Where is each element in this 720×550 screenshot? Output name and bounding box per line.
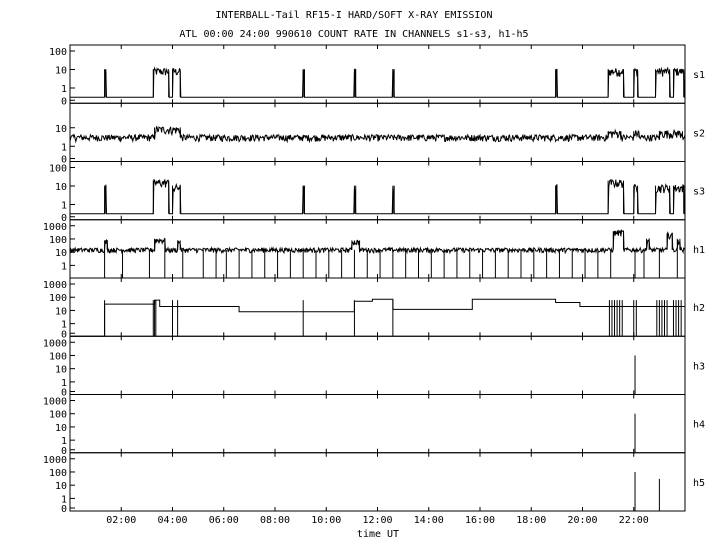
panel-frame-h5 <box>69 452 686 512</box>
panel-label-h5: h5 <box>693 478 705 489</box>
y-tick-label-h1: 1 <box>61 261 67 272</box>
y-tick-label-h5: 1 <box>61 494 67 505</box>
y-tick-label-s1: 10 <box>55 66 67 77</box>
panel-h1: 1000 100 10 1 h1 <box>43 219 705 279</box>
x-tick-label: 10:00 <box>311 515 341 526</box>
panel-h5: 1000 100 10 10 h5 <box>43 452 705 515</box>
x-tick-label: 02:00 <box>106 515 136 526</box>
y-tick-label-h4: 0 <box>61 446 67 457</box>
y-tick-label-h2: 0 <box>61 329 67 340</box>
y-tick-label-h3: 10 <box>55 365 67 376</box>
x-tick-label: 08:00 <box>260 515 290 526</box>
y-tick-label-s2: 10 <box>55 124 67 135</box>
panel-label-s3: s3 <box>693 187 705 198</box>
x-axis: 02:00 04:00 06:00 08:00 10:00 12:00 14:00 16:00… <box>106 515 649 526</box>
panel-frame-s2 <box>69 102 686 162</box>
x-axis-label: time UT <box>357 529 399 540</box>
y-tick-label-s3: 100 <box>49 164 67 175</box>
panels-group: 1001010s11010s21001010s31000100101h11000… <box>43 44 705 515</box>
series-line-h2 <box>70 298 685 337</box>
y-tick-label-s3: 1 <box>61 201 67 212</box>
y-tick-label-h3: 100 <box>49 351 67 362</box>
x-tick-label: 12:00 <box>362 515 392 526</box>
panel-frame-h3 <box>69 335 686 395</box>
y-tick-label-h4: 100 <box>49 410 67 421</box>
y-tick-label-h4: 1 <box>61 436 67 447</box>
panel-frame-s3 <box>69 161 686 221</box>
y-tick-label-h3: 0 <box>61 388 67 399</box>
panel-label-h4: h4 <box>693 420 705 431</box>
x-tick-label: 18:00 <box>516 515 546 526</box>
series-line-s1 <box>70 66 685 98</box>
x-tick-label: 06:00 <box>209 515 239 526</box>
y-tick-label-h2: 1000 <box>43 280 67 291</box>
y-tick-label-h4: 1000 <box>43 397 67 408</box>
panel-frame-h4 <box>69 394 686 454</box>
y-tick-label-h5: 1000 <box>43 455 67 466</box>
series-line-h1 <box>69 229 686 255</box>
y-tick-label-h3: 1 <box>61 378 67 389</box>
y-tick-label-s1: 0 <box>61 96 67 107</box>
panel-frame-h1 <box>69 219 686 279</box>
y-tick-label-h3: 1000 <box>43 338 67 349</box>
panel-label-s1: s1 <box>693 70 705 81</box>
panel-s1: 100 10 10 s1 <box>49 44 705 107</box>
y-tick-label-h4: 10 <box>55 423 67 434</box>
panel-h3: 1000 100 10 10 h3 <box>43 335 705 399</box>
y-tick-label-h1: 100 <box>49 235 67 246</box>
y-tick-label-s3: 10 <box>55 182 67 193</box>
panel-h4: 1000 100 10 10 h4 <box>43 394 705 457</box>
x-tick-label: 20:00 <box>567 515 597 526</box>
chart-title: INTERBALL-Tail RF15-I HARD/SOFT X-RAY EM… <box>216 10 493 21</box>
y-tick-label-h2: 1 <box>61 320 67 331</box>
y-tick-label-h5: 0 <box>61 504 67 515</box>
y-tick-label-h5: 10 <box>55 481 67 492</box>
x-tick-label: 22:00 <box>619 515 649 526</box>
y-tick-label-h1: 10 <box>55 248 67 259</box>
y-tick-label-s1: 1 <box>61 84 67 95</box>
panel-label-h1: h1 <box>693 245 705 256</box>
series-line-s3 <box>70 178 685 215</box>
panel-s3: 100 10 10 s3 <box>49 161 705 224</box>
chart-subtitle: ATL 00:00 24:00 990610 COUNT RATE IN CHA… <box>179 29 528 40</box>
y-tick-label-s1: 100 <box>49 47 67 58</box>
y-tick-label-h2: 100 <box>49 293 67 304</box>
panel-label-h3: h3 <box>693 361 705 372</box>
y-tick-label-s2: 1 <box>61 142 67 153</box>
x-tick-label: 14:00 <box>414 515 444 526</box>
x-tick-label: 16:00 <box>465 515 495 526</box>
y-tick-label-s3: 0 <box>61 213 67 224</box>
panel-label-h2: h2 <box>693 303 705 314</box>
y-tick-label-h1: 1000 <box>43 222 67 233</box>
y-tick-label-h2: 10 <box>55 306 67 317</box>
x-tick-label: 04:00 <box>157 515 187 526</box>
panel-label-s2: s2 <box>693 128 705 139</box>
panel-h2: 1000 100 10 10 h2 <box>43 277 705 340</box>
y-tick-label-h5: 100 <box>49 468 67 479</box>
y-tick-label-s2: 0 <box>61 155 67 166</box>
series-line-s2 <box>69 125 686 144</box>
panel-frame-h2 <box>69 277 686 337</box>
